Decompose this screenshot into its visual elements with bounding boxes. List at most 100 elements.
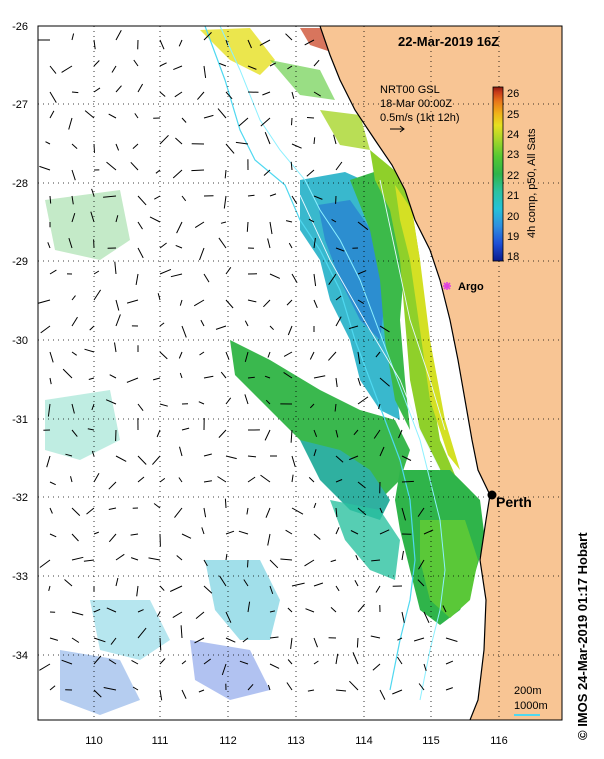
current-arrow (291, 91, 295, 99)
current-arrow (379, 529, 390, 535)
colorbar-tick: 19 (507, 231, 519, 243)
current-arrow (313, 375, 326, 379)
colorbar-label: 4h comp, p50, All Sats (526, 128, 538, 238)
current-arrow (219, 575, 227, 587)
current-arrow (291, 582, 305, 587)
current-arrow (93, 143, 95, 153)
current-arrow (242, 637, 249, 643)
current-arrow (330, 559, 337, 563)
current-arrow (71, 169, 76, 181)
current-arrow (306, 169, 315, 177)
current-arrow (265, 507, 271, 518)
city-marker-icon (487, 490, 497, 500)
current-arrow (108, 507, 117, 510)
current-arrow (115, 553, 125, 561)
current-arrow (313, 91, 321, 97)
current-arrow (137, 247, 144, 259)
current-arrow (105, 399, 117, 405)
current-arrow (203, 507, 207, 518)
current-arrow (156, 611, 161, 617)
current-arrow (137, 221, 143, 230)
current-arrow (218, 237, 227, 249)
lon-label: 115 (422, 735, 440, 747)
current-arrow (193, 299, 205, 307)
current-arrow (178, 351, 183, 359)
current-arrow (159, 689, 163, 701)
current-arrow (287, 65, 293, 70)
current-arrow (335, 429, 339, 438)
current-arrow (418, 683, 425, 691)
current-arrow (267, 684, 271, 691)
current-arrow (353, 429, 359, 436)
current-arrow (280, 558, 293, 561)
current-arrow (335, 479, 343, 483)
current-arrow (220, 371, 227, 379)
current-arrow (178, 477, 183, 483)
current-arrow (379, 689, 386, 700)
lat-label: -28 (12, 178, 28, 190)
current-arrow (159, 477, 166, 483)
current-arrow (287, 325, 293, 336)
current-arrow (71, 91, 79, 94)
current-arrow (223, 195, 227, 209)
current-arrow (169, 585, 183, 592)
current-arrow (179, 372, 183, 379)
current-arrow (442, 605, 447, 613)
current-arrow (291, 143, 302, 149)
current-arrow (263, 169, 271, 176)
current-arrow (203, 65, 207, 78)
current-arrow (269, 585, 274, 595)
current-arrow (243, 579, 249, 587)
current-arrow (159, 585, 165, 591)
current-arrow (238, 530, 249, 535)
current-arrow (291, 455, 296, 467)
current-arrow (93, 608, 101, 613)
current-arrow (203, 32, 212, 41)
current-arrow (93, 39, 96, 50)
current-arrow (181, 533, 192, 539)
current-arrow (269, 221, 273, 235)
current-arrow (181, 660, 187, 665)
current-arrow (178, 39, 183, 47)
current-arrow (91, 403, 95, 411)
current-arrow (71, 295, 76, 301)
current-arrow (375, 351, 381, 358)
current-arrow (335, 316, 342, 327)
current-arrow (379, 446, 385, 457)
current-arrow (175, 244, 183, 249)
current-arrow (235, 141, 249, 145)
current-arrow (86, 507, 95, 515)
current-arrow (370, 635, 381, 639)
current-arrow (89, 325, 95, 331)
current-arrow (181, 325, 187, 338)
current-arrow (172, 611, 183, 619)
perth-location: Perth (487, 490, 532, 510)
current-arrow (269, 663, 280, 669)
current-arrow (152, 377, 161, 381)
current-arrow (283, 351, 293, 357)
current-arrow (247, 476, 256, 483)
current-arrow (313, 502, 317, 509)
current-arrow (244, 394, 249, 405)
current-arrow (108, 533, 117, 543)
current-arrow (93, 87, 101, 93)
current-arrow (137, 455, 147, 465)
current-arrow (49, 507, 53, 514)
current-arrow (291, 117, 293, 126)
current-arrow (203, 114, 214, 119)
current-arrow (136, 585, 139, 597)
current-arrow (199, 351, 205, 356)
plot-frame (37, 25, 563, 721)
current-arrow (71, 533, 79, 542)
current-arrow (291, 273, 298, 283)
current-arrow (108, 659, 117, 665)
current-arrow (115, 299, 120, 311)
current-arrow (398, 429, 403, 439)
current-arrow (335, 507, 338, 518)
lon-label: 110 (85, 735, 103, 747)
current-arrow (309, 351, 315, 360)
current-arrow (47, 242, 51, 249)
current-arrow (159, 39, 165, 50)
current-arrow (349, 680, 359, 691)
current-arrow (90, 211, 95, 223)
